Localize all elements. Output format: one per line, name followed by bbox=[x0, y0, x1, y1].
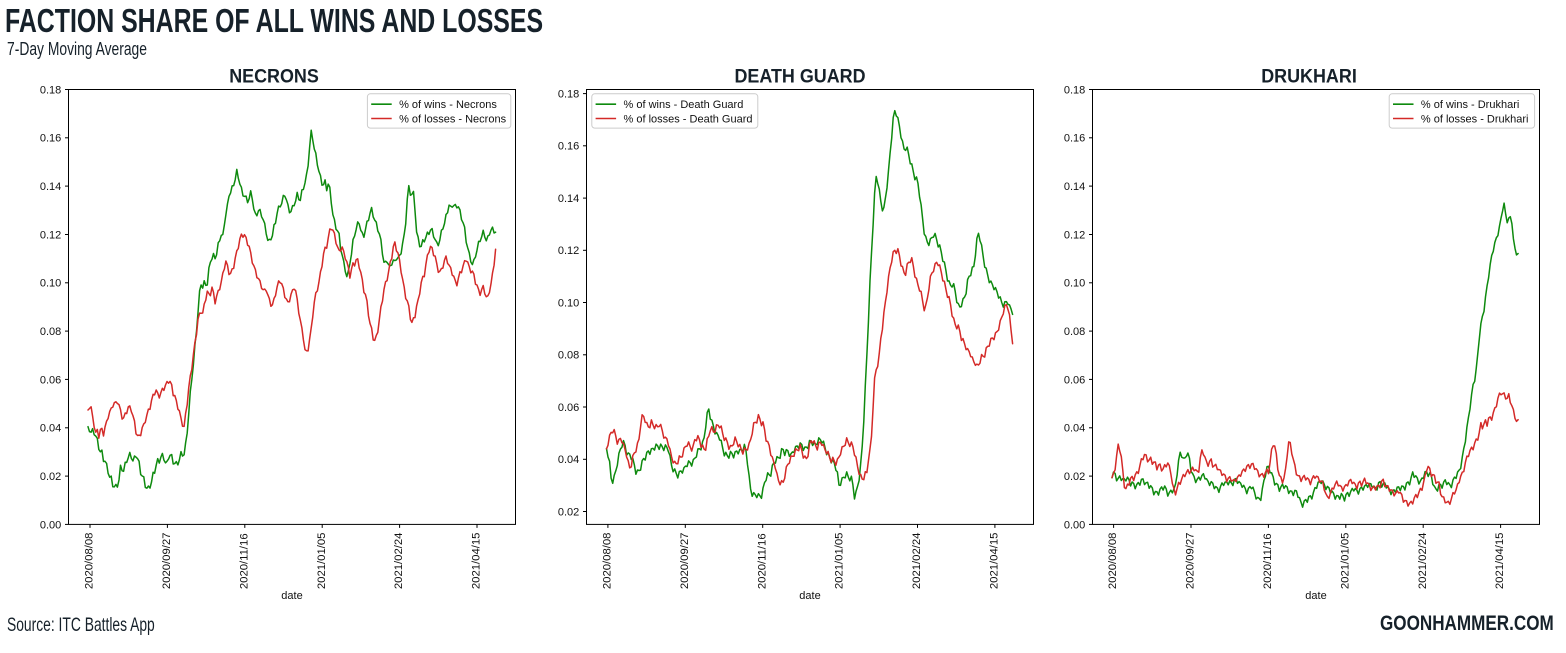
svg-text:0.12: 0.12 bbox=[558, 245, 579, 257]
svg-text:2021/01/05: 2021/01/05 bbox=[834, 533, 846, 590]
svg-text:0.16: 0.16 bbox=[558, 141, 579, 153]
svg-text:% of losses - Death Guard: % of losses - Death Guard bbox=[624, 113, 753, 125]
svg-text:2021/02/24: 2021/02/24 bbox=[1417, 533, 1429, 590]
svg-text:date: date bbox=[799, 590, 820, 602]
svg-text:% of wins - Drukhari: % of wins - Drukhari bbox=[1421, 99, 1519, 111]
svg-text:2021/04/15: 2021/04/15 bbox=[1494, 533, 1506, 590]
svg-text:0.08: 0.08 bbox=[558, 350, 579, 362]
svg-text:2020/08/08: 2020/08/08 bbox=[84, 533, 96, 590]
svg-text:0.12: 0.12 bbox=[40, 229, 61, 241]
svg-text:2020/09/27: 2020/09/27 bbox=[161, 533, 173, 590]
svg-text:2021/02/24: 2021/02/24 bbox=[911, 533, 923, 590]
svg-text:% of wins - Death Guard: % of wins - Death Guard bbox=[624, 99, 744, 111]
svg-text:0.02: 0.02 bbox=[558, 506, 579, 518]
svg-text:0.02: 0.02 bbox=[40, 471, 61, 483]
svg-text:0.08: 0.08 bbox=[40, 326, 61, 338]
svg-text:0.18: 0.18 bbox=[1064, 84, 1085, 96]
svg-text:2020/11/16: 2020/11/16 bbox=[756, 533, 768, 589]
svg-text:0.06: 0.06 bbox=[558, 402, 579, 414]
svg-text:2021/01/05: 2021/01/05 bbox=[316, 533, 328, 590]
svg-text:2021/01/05: 2021/01/05 bbox=[1339, 533, 1351, 590]
svg-text:0.04: 0.04 bbox=[40, 423, 61, 435]
svg-text:2020/11/16: 2020/11/16 bbox=[1262, 533, 1274, 589]
svg-text:0.14: 0.14 bbox=[1064, 181, 1085, 193]
svg-text:0.16: 0.16 bbox=[1064, 133, 1085, 145]
svg-text:0.12: 0.12 bbox=[1064, 229, 1085, 241]
svg-text:0.06: 0.06 bbox=[1064, 374, 1085, 386]
svg-text:0.04: 0.04 bbox=[1064, 423, 1085, 435]
svg-text:0.10: 0.10 bbox=[40, 278, 61, 290]
svg-text:2021/02/24: 2021/02/24 bbox=[393, 533, 405, 590]
svg-text:0.10: 0.10 bbox=[1064, 278, 1085, 290]
svg-text:2020/09/27: 2020/09/27 bbox=[1185, 533, 1197, 590]
svg-text:DRUKHARI: DRUKHARI bbox=[1261, 65, 1357, 87]
svg-text:% of losses - Necrons: % of losses - Necrons bbox=[399, 113, 506, 125]
svg-text:2020/09/27: 2020/09/27 bbox=[679, 533, 691, 590]
svg-text:2021/04/15: 2021/04/15 bbox=[989, 533, 1001, 590]
svg-text:0.00: 0.00 bbox=[40, 519, 61, 531]
svg-text:% of losses - Drukhari: % of losses - Drukhari bbox=[1421, 113, 1529, 125]
svg-text:0.00: 0.00 bbox=[1064, 519, 1085, 531]
svg-text:2020/08/08: 2020/08/08 bbox=[602, 533, 614, 590]
svg-text:date: date bbox=[1305, 590, 1326, 602]
svg-text:2021/04/15: 2021/04/15 bbox=[471, 533, 483, 590]
svg-text:date: date bbox=[281, 590, 302, 602]
svg-text:0.16: 0.16 bbox=[40, 133, 61, 145]
svg-text:0.14: 0.14 bbox=[558, 193, 579, 205]
svg-text:0.10: 0.10 bbox=[558, 297, 579, 309]
svg-text:% of wins - Necrons: % of wins - Necrons bbox=[399, 99, 497, 111]
svg-text:2020/11/16: 2020/11/16 bbox=[238, 533, 250, 589]
svg-text:DEATH GUARD: DEATH GUARD bbox=[734, 65, 865, 87]
svg-text:NECRONS: NECRONS bbox=[229, 65, 319, 87]
svg-text:0.18: 0.18 bbox=[558, 89, 579, 101]
svg-text:0.08: 0.08 bbox=[1064, 326, 1085, 338]
svg-text:0.04: 0.04 bbox=[558, 454, 579, 466]
svg-text:0.18: 0.18 bbox=[40, 84, 61, 96]
svg-text:0.02: 0.02 bbox=[1064, 471, 1085, 483]
svg-text:0.06: 0.06 bbox=[40, 374, 61, 386]
svg-text:0.14: 0.14 bbox=[40, 181, 61, 193]
svg-text:2020/08/08: 2020/08/08 bbox=[1107, 533, 1119, 590]
